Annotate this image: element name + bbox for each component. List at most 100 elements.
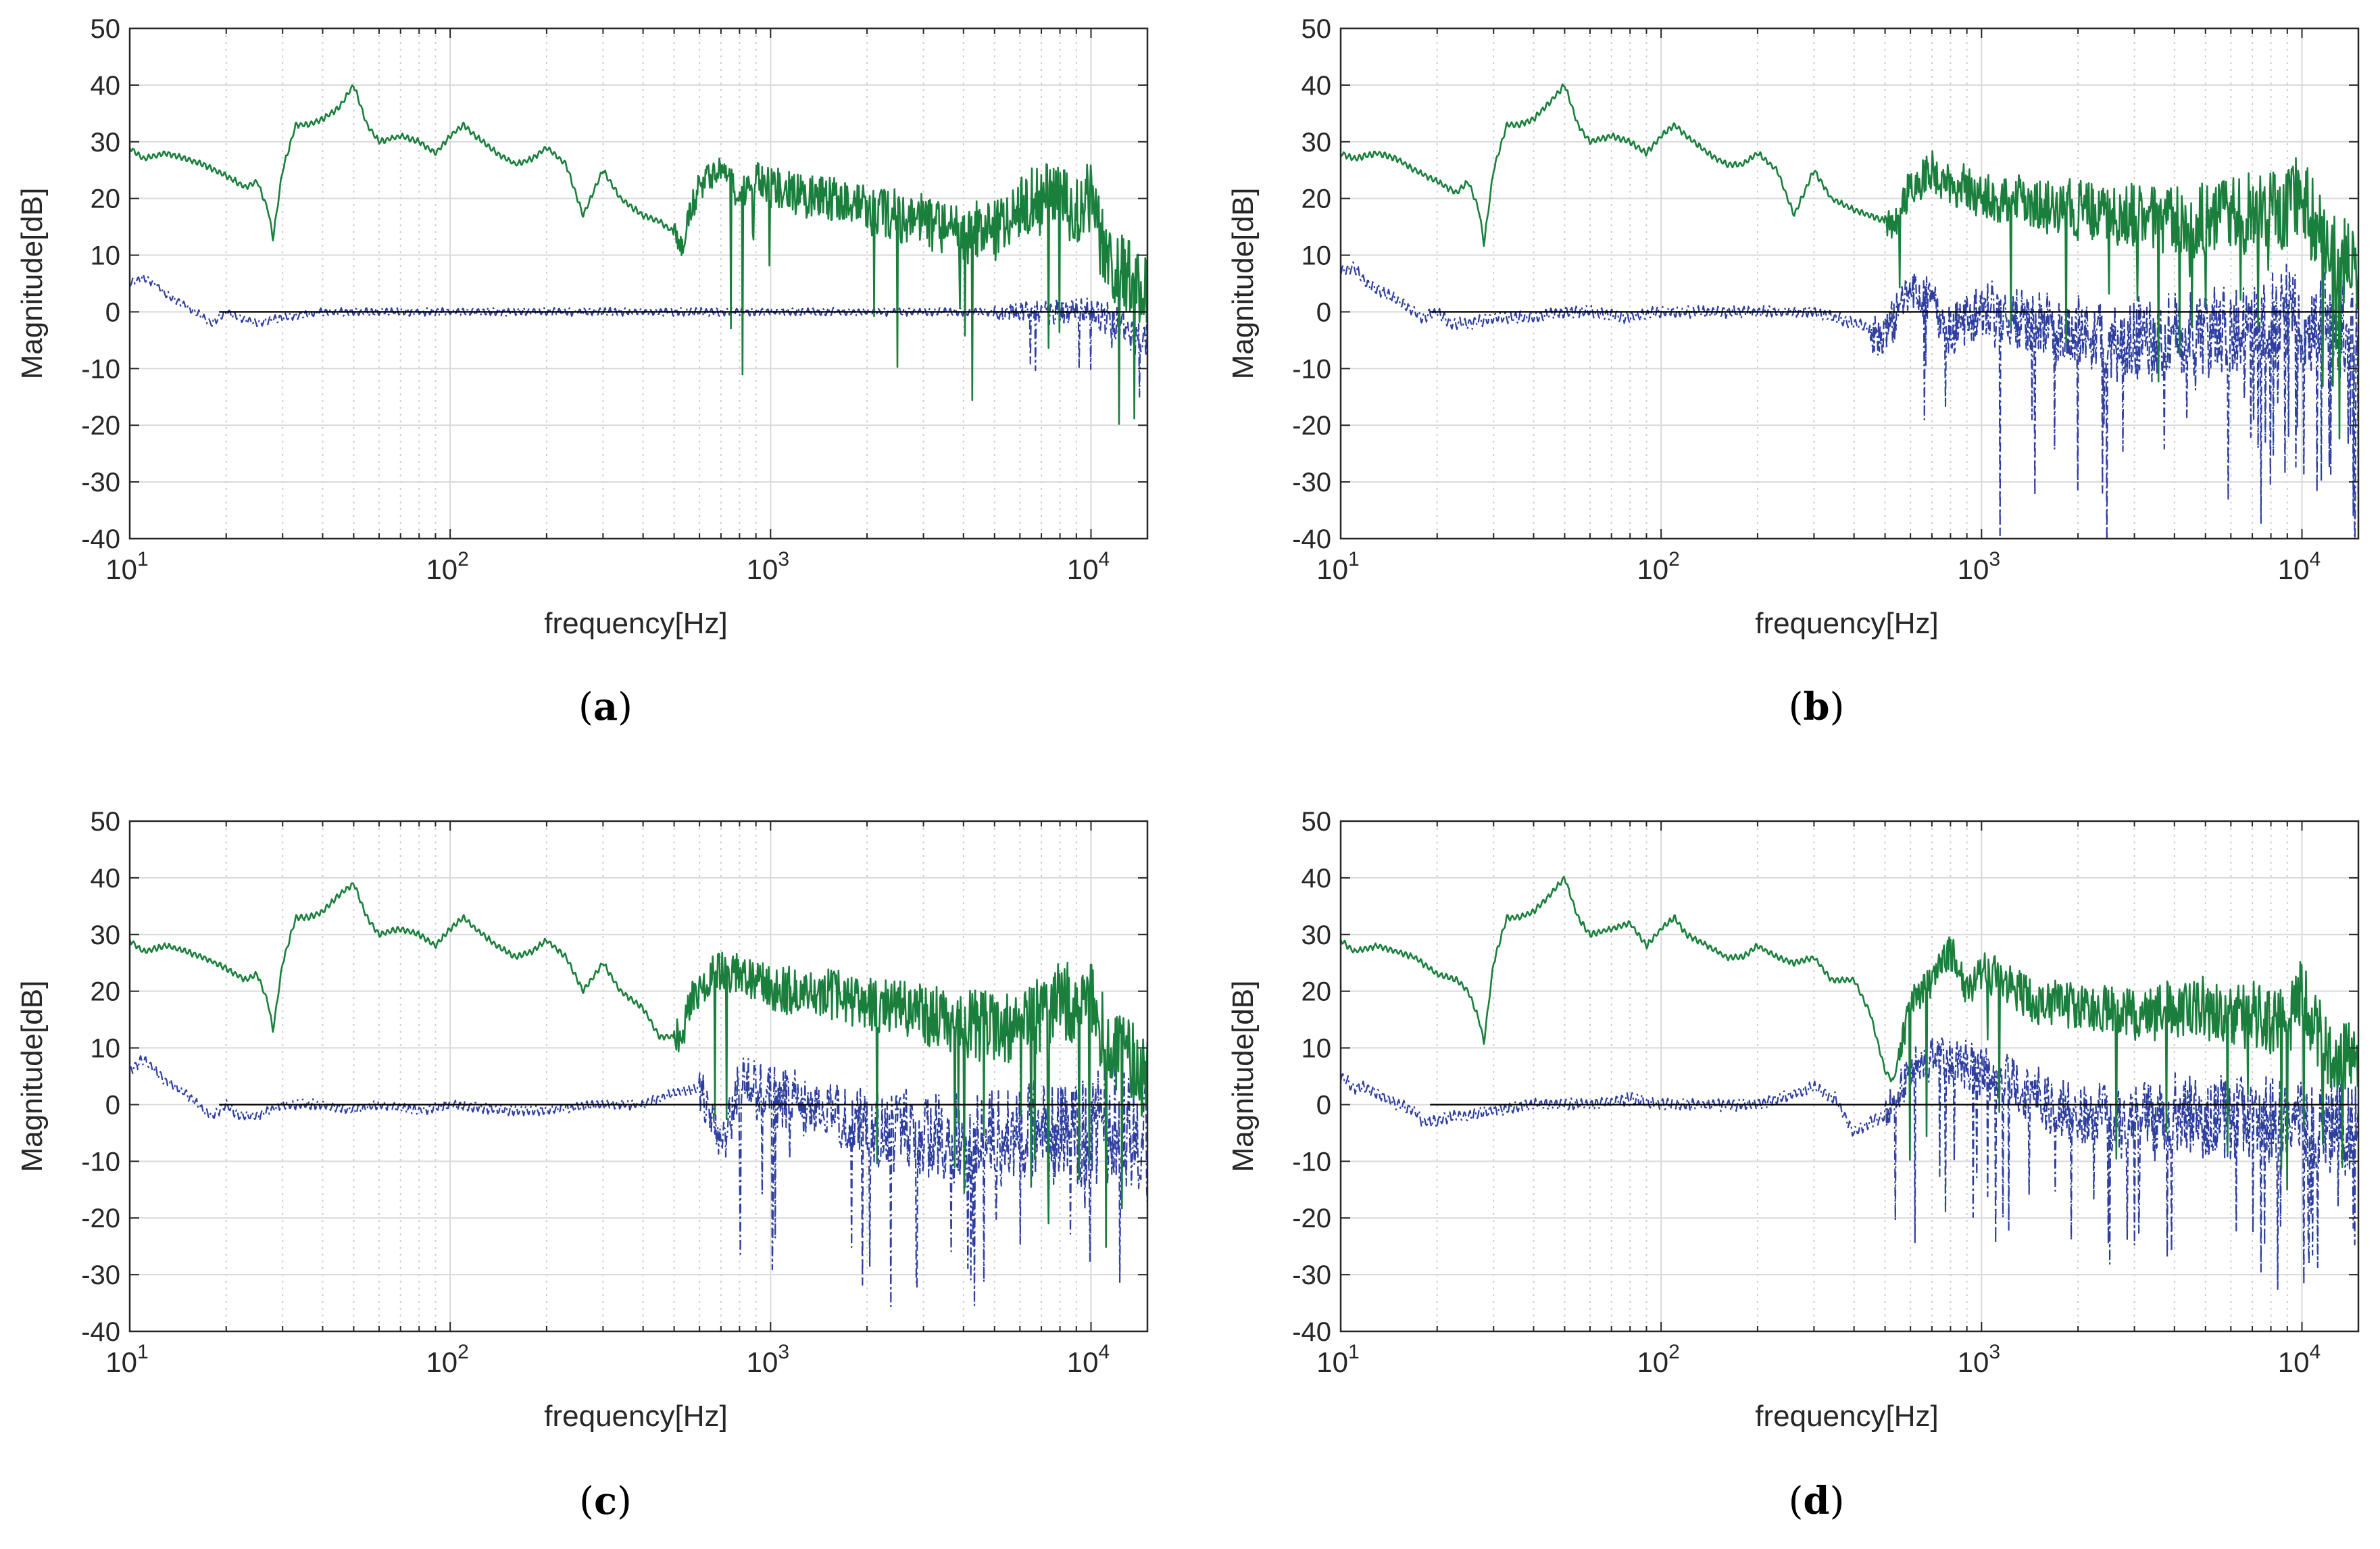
y-tick-label: -40	[81, 524, 120, 554]
x-tick-label-exponent: 3	[1989, 1341, 2000, 1363]
x-tick-label-base: 10	[1316, 1346, 1348, 1378]
x-tick-label-exponent: 4	[2310, 1341, 2321, 1363]
caption-letter: d	[1803, 1479, 1829, 1523]
plot-area	[130, 28, 1147, 539]
y-tick-label: -10	[81, 1147, 120, 1177]
caption-open-paren: (	[578, 685, 593, 729]
x-tick-label: 101	[105, 548, 148, 585]
panel-caption: (b)	[1789, 685, 1845, 729]
x-tick-label-exponent: 2	[1668, 548, 1680, 570]
y-tick-label: 20	[91, 977, 121, 1007]
y-tick-label: 40	[91, 71, 121, 101]
x-tick-label-exponent: 2	[457, 548, 469, 570]
x-tick-label: 103	[747, 1341, 789, 1378]
x-tick-label: 104	[1067, 1341, 1110, 1378]
y-tick-label: 30	[91, 128, 121, 157]
y-axis-label: Magnitude[dB]	[16, 188, 49, 380]
x-axis-label: frequency[Hz]	[1755, 1400, 1938, 1433]
y-tick-label: 10	[91, 1034, 121, 1064]
x-tick-label-exponent: 1	[137, 548, 149, 570]
y-tick-label: -30	[1292, 1260, 1331, 1290]
x-tick-label-base: 10	[426, 1346, 457, 1378]
x-tick-label-base: 10	[105, 1346, 137, 1378]
y-tick-label: 0	[1316, 1090, 1331, 1120]
caption-close-paren: )	[1830, 685, 1845, 729]
caption-close-paren: )	[617, 1479, 632, 1523]
y-tick-label: -10	[1292, 354, 1331, 384]
axes-box	[128, 820, 1149, 1333]
caption-letter: b	[1803, 685, 1829, 729]
x-tick-label-base: 10	[1067, 554, 1099, 585]
x-tick-label-exponent: 2	[1668, 1341, 1680, 1363]
x-tick-label-base: 10	[1637, 554, 1668, 585]
x-tick-label-exponent: 4	[1099, 1341, 1110, 1363]
y-tick-label: 40	[1301, 71, 1332, 101]
x-tick-label-exponent: 3	[778, 1341, 789, 1363]
y-tick-label: 20	[1301, 977, 1332, 1007]
y-tick-label: 30	[91, 920, 121, 950]
caption-close-paren: )	[618, 685, 633, 729]
x-tick-label-base: 10	[747, 554, 778, 585]
x-tick-label-exponent: 4	[1099, 548, 1110, 570]
caption-letter: a	[593, 685, 618, 729]
axes-box	[1339, 820, 2360, 1333]
caption-open-paren: (	[579, 1479, 594, 1523]
y-tick-label: -20	[1292, 411, 1331, 441]
y-tick-label: -20	[81, 1204, 120, 1233]
x-tick-label-exponent: 1	[1348, 548, 1360, 570]
y-tick-label: 50	[91, 807, 121, 837]
y-tick-label: 0	[1316, 297, 1331, 327]
x-tick-label-base: 10	[1637, 1346, 1668, 1378]
data-layer	[130, 84, 1147, 425]
series-green-line	[130, 882, 1147, 1248]
x-tick-label: 102	[1637, 1341, 1679, 1378]
x-tick-label-exponent: 3	[778, 548, 789, 570]
plot-area	[1341, 28, 2358, 539]
x-tick-label-base: 10	[1316, 554, 1348, 585]
x-axis-label: frequency[Hz]	[544, 607, 727, 640]
y-axis-label: Magnitude[dB]	[1226, 188, 1260, 380]
x-tick-label: 104	[1067, 548, 1110, 585]
x-tick-label: 102	[426, 548, 468, 585]
x-tick-label: 102	[1637, 548, 1679, 585]
x-tick-label: 102	[426, 1341, 468, 1378]
y-tick-label: -10	[81, 354, 120, 384]
y-tick-label: 30	[1301, 128, 1332, 157]
x-tick-label: 101	[1316, 1341, 1359, 1378]
x-tick-label-base: 10	[426, 554, 457, 585]
series-blue-line	[130, 1055, 1147, 1308]
x-tick-label-exponent: 1	[137, 1341, 149, 1363]
y-tick-label: 40	[91, 864, 121, 893]
x-tick-label-exponent: 4	[2310, 548, 2321, 570]
plot-area	[1341, 821, 2358, 1331]
x-axis-label: frequency[Hz]	[1755, 607, 1938, 640]
axes-box	[128, 27, 1149, 540]
x-tick-label-base: 10	[2278, 554, 2310, 585]
y-tick-label: 50	[1301, 14, 1332, 44]
y-tick-label: -40	[1292, 524, 1331, 554]
y-tick-label: 30	[1301, 920, 1332, 950]
y-tick-label: -30	[1292, 468, 1331, 497]
x-tick-label-exponent: 3	[1989, 548, 2000, 570]
y-tick-label: 40	[1301, 864, 1332, 893]
x-tick-label-base: 10	[105, 554, 137, 585]
y-tick-label: -40	[81, 1317, 120, 1347]
y-tick-label: -40	[1292, 1317, 1331, 1347]
x-tick-label: 103	[1958, 1341, 2000, 1378]
caption-letter: c	[594, 1479, 617, 1523]
x-tick-label: 104	[2278, 548, 2321, 585]
series-blue-line	[1341, 1037, 2358, 1290]
data-layer	[1341, 876, 2358, 1290]
axes-box	[1339, 27, 2360, 540]
y-tick-label: 0	[105, 1090, 120, 1120]
x-tick-label-exponent: 1	[1348, 1341, 1360, 1363]
y-tick-label: 10	[1301, 1034, 1332, 1064]
y-tick-label: 10	[1301, 241, 1332, 271]
series-green-line	[130, 84, 1147, 425]
y-tick-label: -10	[1292, 1147, 1331, 1177]
